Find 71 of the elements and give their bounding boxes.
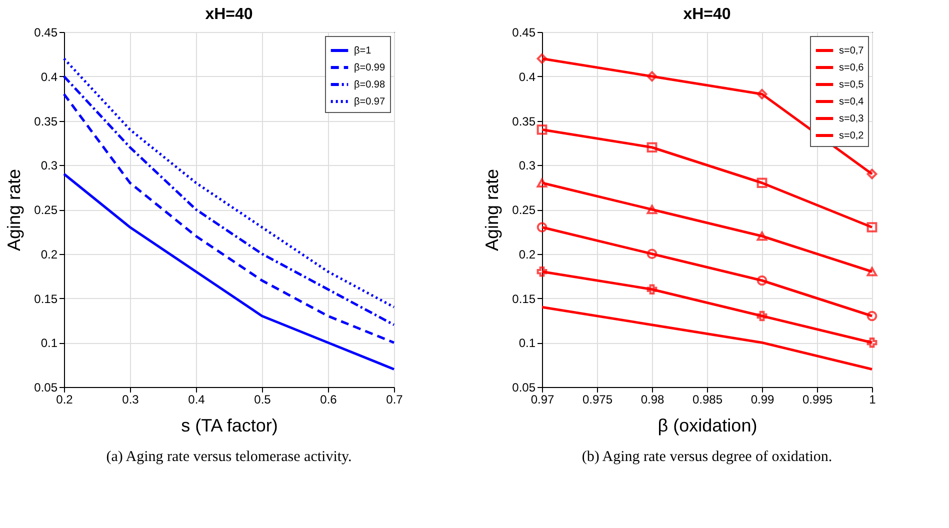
x-tick-label: 0.985: [692, 392, 723, 406]
point: [536, 53, 548, 64]
point: [866, 337, 878, 348]
x-tick-label: 0.975: [582, 392, 613, 406]
point: [866, 267, 878, 276]
legend-label: β=0.97: [354, 96, 386, 108]
y-axis-title: Aging rate: [482, 168, 502, 252]
x-tick-label: 0.5: [254, 392, 272, 406]
point: [646, 204, 658, 214]
x-tick-label: 0.99: [750, 392, 774, 406]
y-tick-label: 0.25: [512, 203, 536, 217]
y-tick-label: 0.3: [40, 158, 58, 173]
x-tick-label: 0.4: [188, 392, 206, 406]
x-tick-label: 1: [869, 392, 876, 406]
legend-label: s=0,4: [839, 96, 864, 108]
point: [756, 310, 768, 322]
legend-label: β=0.98: [354, 80, 386, 90]
text: (b) Aging rate versus degree of oxidation.: [582, 449, 832, 465]
x-tick-label: 0.98: [640, 392, 664, 406]
x-axis-title: s (TA factor): [181, 416, 278, 436]
line-series: [62, 172, 396, 370]
legend-label: s=0,6: [839, 62, 864, 74]
x-tick-label: 0.97: [530, 392, 554, 406]
text: (a) Aging rate versus telomerase activity.: [106, 449, 352, 465]
legend-label: s=0,7: [839, 46, 864, 56]
y-tick-label: 0.4: [40, 70, 58, 84]
point: [756, 88, 768, 100]
point: [536, 222, 548, 232]
chart-title: xH=40: [205, 6, 253, 23]
y-tick-label: 0.2: [40, 247, 58, 262]
point: [756, 232, 768, 241]
y-tick-label: 0.1: [40, 336, 58, 350]
y-tick-label: 0.35: [34, 114, 58, 128]
y-tick-label: 0.1: [518, 336, 536, 350]
legend-label: s=0,5: [839, 80, 864, 90]
point: [536, 266, 548, 277]
y-tick-label: 0.4: [518, 70, 536, 84]
y-tick-label: 0.15: [512, 292, 536, 306]
x-tick-label: 0.6: [320, 392, 338, 406]
y-tick-label: 0.45: [512, 26, 536, 40]
x-tick-label: 0.995: [802, 392, 833, 406]
chart-title: xH=40: [683, 6, 731, 23]
point: [756, 275, 768, 286]
legend-label: s=0,2: [839, 130, 864, 142]
y-tick-label: 0.05: [34, 380, 58, 394]
y-tick-label: 0.05: [512, 380, 536, 394]
y-tick-label: 0.2: [518, 247, 536, 262]
point: [866, 310, 878, 322]
y-tick-label: 0.3: [518, 158, 536, 173]
point: [866, 222, 878, 232]
point: [536, 178, 548, 188]
point: [536, 124, 548, 135]
y-axis-title: Aging rate: [4, 168, 24, 252]
x-tick-label: 0.2: [56, 392, 74, 406]
y-tick-label: 0.35: [512, 114, 536, 128]
point: [866, 168, 878, 180]
legend-label: β=1: [354, 46, 372, 56]
point: [646, 142, 658, 153]
x-tick-label: 0.7: [386, 392, 404, 406]
legend-label: β=0.99: [354, 62, 386, 74]
point: [756, 178, 768, 188]
y-tick-label: 0.25: [34, 203, 58, 217]
y-tick-label: 0.45: [34, 26, 58, 40]
x-tick-label: 0.3: [122, 392, 140, 406]
legend-label: s=0,3: [839, 114, 864, 124]
line-series: [540, 306, 874, 370]
x-axis-title: β (oxidation): [658, 416, 758, 436]
y-tick-label: 0.15: [34, 292, 58, 306]
point: [646, 71, 658, 82]
point: [646, 284, 658, 295]
point: [646, 248, 658, 260]
